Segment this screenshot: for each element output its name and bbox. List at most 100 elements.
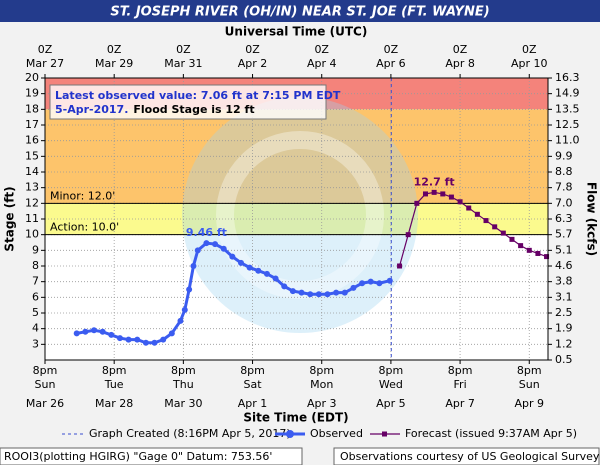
observed-point <box>181 306 188 313</box>
forecast-point <box>457 199 463 205</box>
y2-tick-label: 12.5 <box>555 118 580 131</box>
legend-label: Graph Created (8:16PM Apr 5, 2017) <box>89 427 291 440</box>
observed-point <box>82 328 89 335</box>
y-tick-label: 17 <box>25 118 39 131</box>
observed-point <box>238 259 245 266</box>
x-tick-date: Mar 30 <box>164 397 202 410</box>
y-tick-label: 13 <box>25 181 39 194</box>
x-tick-weekday: Mon <box>310 378 333 391</box>
legend-label: Observed <box>310 427 363 440</box>
y-tick-label: 7 <box>32 275 39 288</box>
annotation: 12.7 ft <box>414 175 455 188</box>
info-line: Latest observed value: 7.06 ft at 7:15 P… <box>55 89 341 102</box>
x-tick-weekday: Fri <box>454 378 467 391</box>
y2-tick-label: 1.2 <box>555 337 573 350</box>
x-tick-weekday: Sun <box>519 378 540 391</box>
y2-tick-label: 1.9 <box>555 322 573 335</box>
forecast-point <box>405 232 411 238</box>
observed-point <box>186 286 193 293</box>
forecast-point <box>544 254 550 260</box>
observed-point <box>229 253 236 260</box>
x-tick-date: Apr 9 <box>514 397 544 410</box>
y-tick-label: 10 <box>25 228 39 241</box>
forecast-point <box>466 205 472 211</box>
x-tick-label: 8pm <box>240 364 265 377</box>
footer-right-box <box>333 447 600 465</box>
observed-point <box>125 336 132 343</box>
chart-title: ST. JOSEPH RIVER (OH/IN) NEAR ST. JOE (F… <box>110 5 489 20</box>
footer-right: Observations courtesy of US Geological S… <box>340 450 600 463</box>
observed-point <box>108 331 115 338</box>
forecast-point <box>431 189 437 195</box>
observed-point <box>386 277 393 284</box>
y-tick-label: 5 <box>32 306 39 319</box>
top-tick-label: 0Z <box>176 43 191 56</box>
info-box <box>49 84 327 120</box>
observed-point <box>289 288 296 295</box>
x-tick-date: Apr 1 <box>238 397 268 410</box>
top-tick-label: 0Z <box>522 43 537 56</box>
y-tick-label: 20 <box>25 71 39 84</box>
y-tick-label: 6 <box>32 290 39 303</box>
x-tick-date: Mar 26 <box>26 397 64 410</box>
y-axis-title: Stage (ft) <box>3 186 17 251</box>
stage-band <box>45 109 548 204</box>
top-tick-label: 0Z <box>245 43 260 56</box>
top-tick-label: 0Z <box>107 43 122 56</box>
legend-marker <box>382 431 387 437</box>
y-tick-label: 11 <box>25 212 39 225</box>
info-date: 5-Apr-2017. <box>55 103 128 116</box>
observed-point <box>350 284 357 291</box>
top-tick-date: Mar 29 <box>95 57 133 70</box>
observed-point <box>324 291 331 298</box>
observed-point <box>160 336 167 343</box>
observed-point <box>376 280 383 287</box>
forecast-point <box>448 194 454 200</box>
forecast-point <box>509 236 515 242</box>
y-tick-label: 18 <box>25 102 39 115</box>
y-tick-label: 4 <box>32 322 39 335</box>
forecast-point <box>422 191 428 197</box>
forecast-point <box>474 211 480 217</box>
x-tick-weekday: Sat <box>244 378 263 391</box>
info-flood-stage: Flood Stage is 12 ft <box>133 103 254 116</box>
top-tick-date: Mar 31 <box>164 57 202 70</box>
x-tick-label: 8pm <box>517 364 542 377</box>
plot-area: Minor: 12.0' Action: 10.0' 9.46 ft 12.7 ft L… <box>44 77 550 361</box>
observed-point <box>151 339 158 346</box>
top-tick-date: Apr 4 <box>307 57 337 70</box>
top-axis-title: Universal Time (UTC) <box>225 25 368 39</box>
top-tick-date: Apr 8 <box>445 57 475 70</box>
observed-point <box>333 289 340 296</box>
observed-point <box>190 263 197 269</box>
y-tick-label: 12 <box>25 196 39 209</box>
forecast-point <box>526 247 532 253</box>
observed-point <box>194 247 201 254</box>
forecast-point <box>500 230 506 236</box>
top-tick-label: 0Z <box>38 43 53 56</box>
forecast-point <box>518 243 524 249</box>
top-tick-date: Apr 10 <box>511 57 548 70</box>
top-tick-date: Mar 27 <box>26 57 64 70</box>
watermark <box>216 131 384 299</box>
x-tick-weekday: Sun <box>35 378 56 391</box>
title-bar <box>0 0 600 22</box>
forecast-point <box>397 263 403 269</box>
top-tick-label: 0Z <box>453 43 468 56</box>
y2-tick-label: 11.0 <box>555 134 580 147</box>
observed-point <box>142 339 149 346</box>
y2-tick-label: 14.9 <box>555 87 580 100</box>
forecast-point <box>440 191 446 197</box>
observed-point <box>220 245 227 252</box>
y2-tick-label: 5.1 <box>555 243 573 256</box>
threshold-label: Action: 10.0' <box>50 221 119 234</box>
x-tick-label: 8pm <box>379 364 404 377</box>
observed-point <box>246 264 253 271</box>
y2-tick-label: 16.3 <box>555 71 580 84</box>
y2-tick-label: 3.1 <box>555 290 573 303</box>
observed-point <box>281 283 288 290</box>
threshold-label: Minor: 12.0' <box>50 189 115 202</box>
top-tick-date: Apr 2 <box>238 57 268 70</box>
y2-tick-label: 2.5 <box>555 306 573 319</box>
x-tick-date: Apr 7 <box>445 397 475 410</box>
